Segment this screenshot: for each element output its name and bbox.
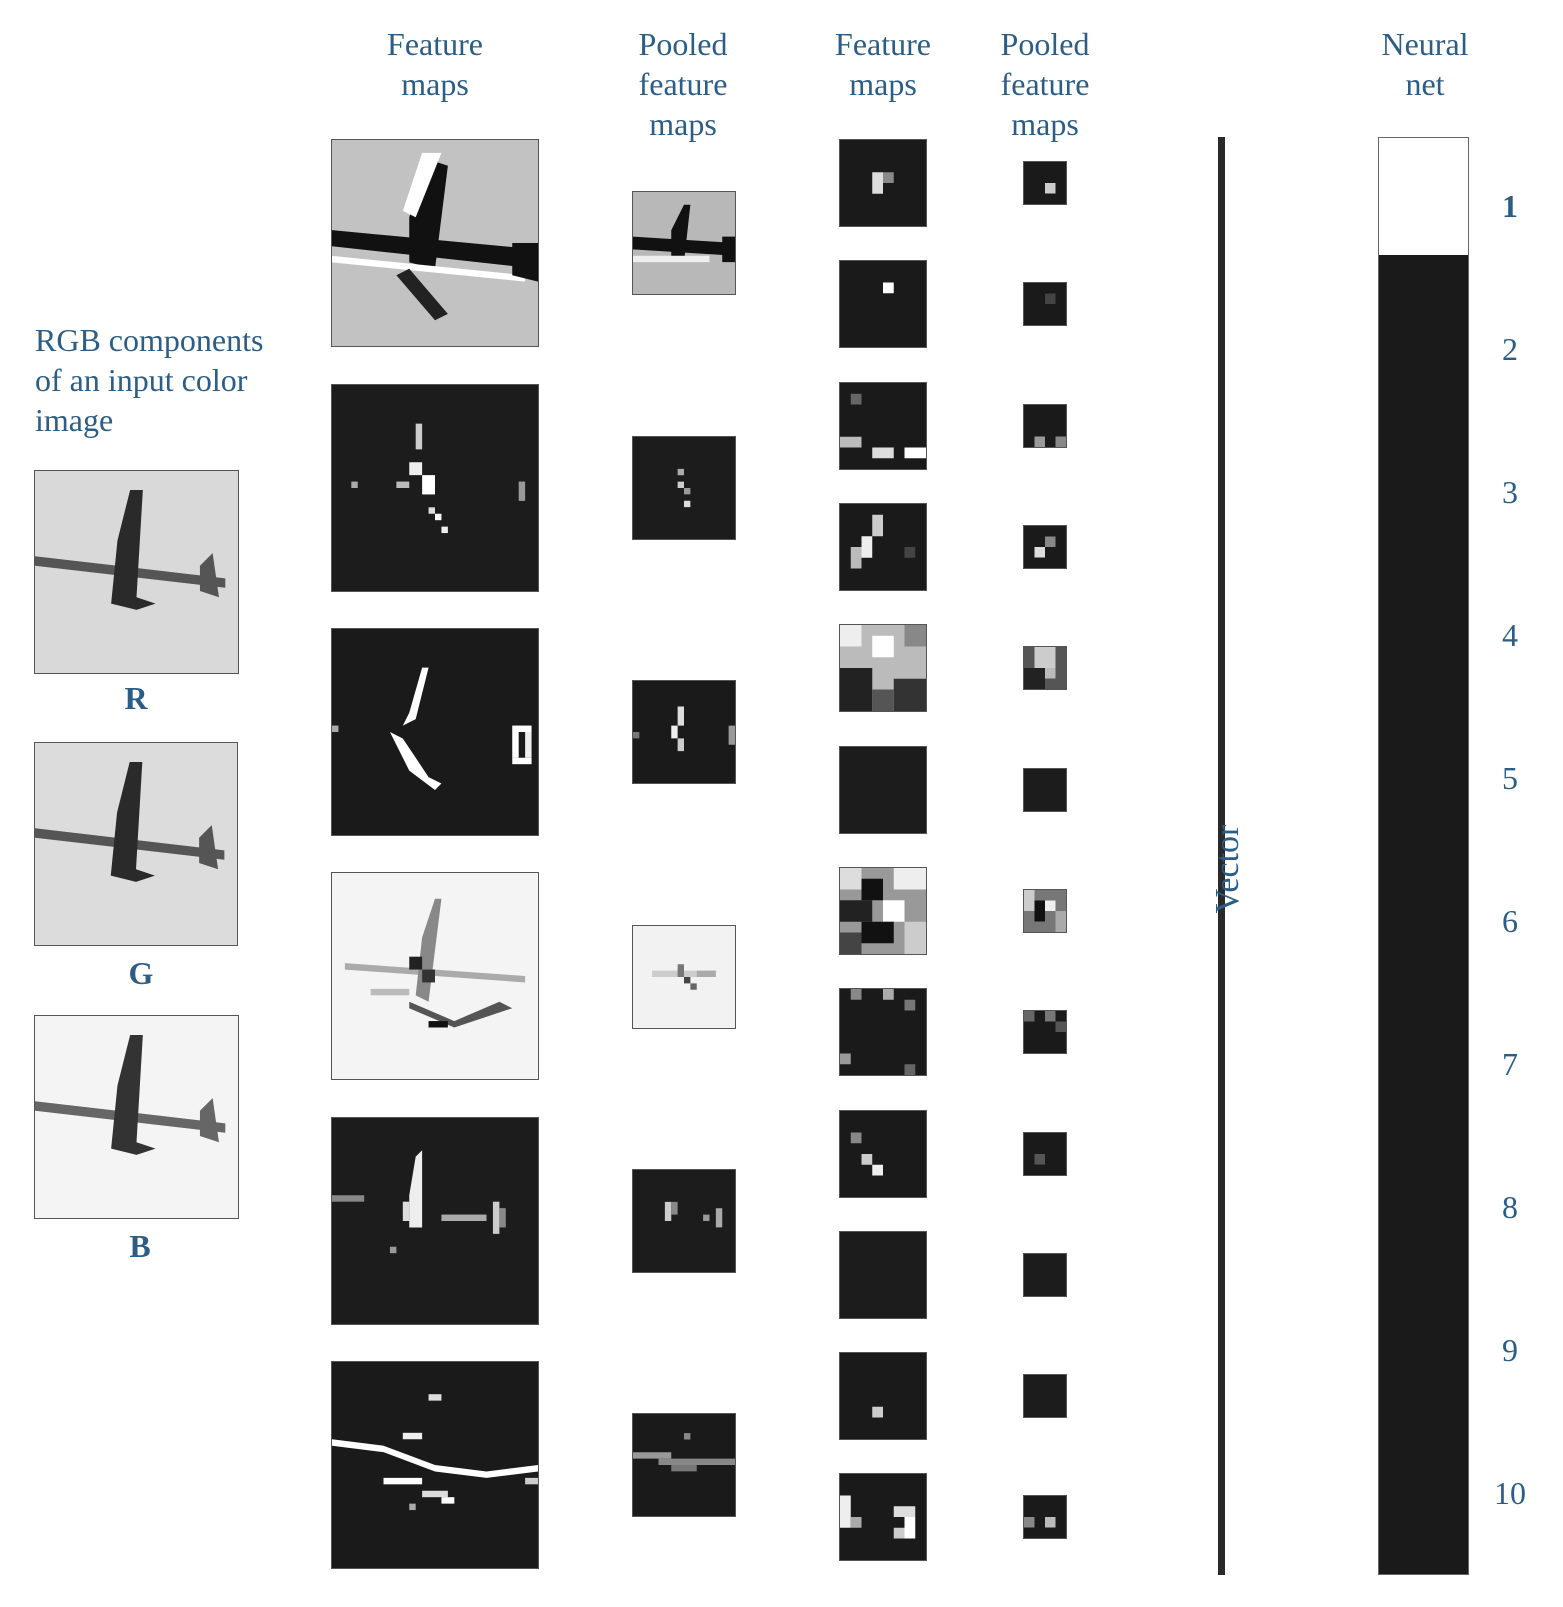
header-pooled-feature-maps-1: Pooled feature maps	[638, 26, 728, 142]
nn-output-1: 1	[1502, 188, 1518, 224]
feature-map-2-8	[839, 988, 927, 1076]
feature-map-6	[331, 1361, 539, 1569]
pooled-map-2-3	[1023, 404, 1067, 448]
nn-output-6: 6	[1502, 903, 1518, 939]
flattened-vector	[1218, 137, 1225, 1575]
neural-net-active-output	[1379, 138, 1468, 255]
nn-output-10: 10	[1494, 1475, 1526, 1511]
nn-output-4: 4	[1502, 617, 1518, 653]
header-neural-net: Neural net	[1381, 26, 1469, 102]
pooled-map-2-12	[1023, 1495, 1067, 1539]
feature-map-2-5	[839, 624, 927, 712]
input-channel-g-image	[34, 742, 238, 946]
nn-output-7: 7	[1502, 1046, 1518, 1082]
nn-output-3: 3	[1502, 474, 1518, 510]
nn-output-2: 2	[1502, 331, 1518, 367]
feature-map-2-7	[839, 867, 927, 955]
pooled-map-2-6	[1023, 768, 1067, 812]
feature-map-2-4	[839, 503, 927, 591]
input-channel-r-image	[34, 470, 239, 674]
feature-map-2-9	[839, 1110, 927, 1198]
vector-label: Vector	[1209, 824, 1246, 914]
pooled-map-2-5	[1023, 646, 1067, 690]
pooled-map-1	[632, 191, 736, 295]
nn-output-5: 5	[1502, 760, 1518, 796]
pooled-map-2-7	[1023, 889, 1067, 933]
header-feature-maps-2: Feature maps	[835, 26, 931, 102]
pooled-map-2-11	[1023, 1374, 1067, 1418]
channel-label-r: R	[124, 680, 148, 716]
feature-map-1	[331, 139, 539, 347]
input-channel-b-image	[34, 1015, 239, 1219]
input-caption: RGB components of an input color image	[35, 322, 264, 438]
pooled-map-2-10	[1023, 1253, 1067, 1297]
channel-label-g: G	[128, 955, 154, 991]
channel-label-b: B	[129, 1228, 151, 1264]
feature-map-2-2	[839, 260, 927, 348]
feature-map-2-10	[839, 1231, 927, 1319]
pooled-map-2-4	[1023, 525, 1067, 569]
pooled-map-5	[632, 1169, 736, 1273]
pooled-map-2-8	[1023, 1010, 1067, 1054]
pooled-map-4	[632, 925, 736, 1029]
neural-net-output-bar	[1378, 137, 1469, 1575]
header-feature-maps-1: Feature maps	[387, 26, 483, 102]
pooled-map-2-2	[1023, 282, 1067, 326]
feature-map-2-11	[839, 1352, 927, 1440]
feature-map-5	[331, 1117, 539, 1325]
feature-map-2-1	[839, 139, 927, 227]
pooled-map-2-1	[1023, 161, 1067, 205]
feature-map-2-6	[839, 746, 927, 834]
feature-map-2-3	[839, 382, 927, 470]
pooled-map-2-9	[1023, 1132, 1067, 1176]
pooled-map-3	[632, 680, 736, 784]
feature-map-2-12	[839, 1473, 927, 1561]
nn-output-9: 9	[1502, 1332, 1518, 1368]
pooled-map-2	[632, 436, 736, 540]
nn-output-8: 8	[1502, 1189, 1518, 1225]
feature-map-2	[331, 384, 539, 592]
feature-map-3	[331, 628, 539, 836]
header-pooled-feature-maps-2: Pooled feature maps	[1000, 26, 1090, 142]
feature-map-4	[331, 872, 539, 1080]
pooled-map-6	[632, 1413, 736, 1517]
